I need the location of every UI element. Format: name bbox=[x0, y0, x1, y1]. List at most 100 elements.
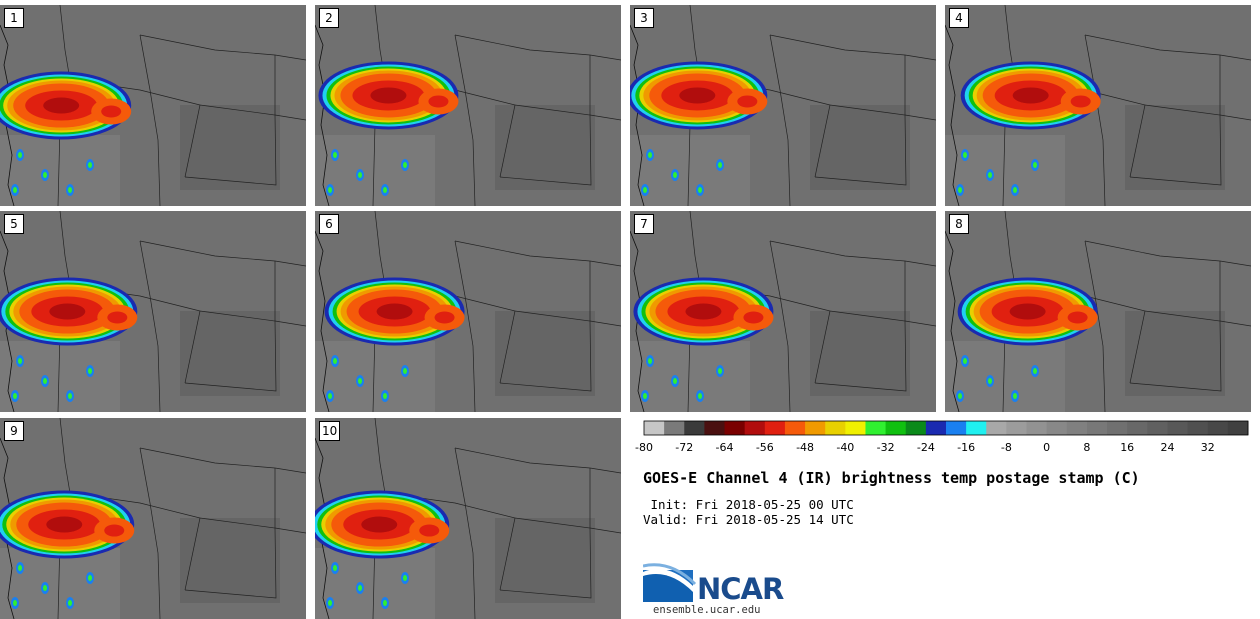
colorbar-tick-label: -56 bbox=[755, 441, 774, 454]
ir-map bbox=[945, 5, 1251, 206]
panel-number: 3 bbox=[634, 8, 654, 28]
colorbar-tick-label: 0 bbox=[1043, 441, 1051, 454]
colorbar-swatch bbox=[1147, 421, 1168, 435]
ir-map bbox=[0, 5, 306, 206]
colorbar-tick-label: -64 bbox=[715, 441, 734, 454]
storm-cloud bbox=[957, 277, 1098, 346]
colorbar-swatch bbox=[1187, 421, 1209, 435]
panel-number: 6 bbox=[319, 214, 339, 234]
colorbar-swatch bbox=[1227, 421, 1249, 435]
colorbar-tick-label: -40 bbox=[836, 441, 855, 454]
coastline bbox=[945, 24, 960, 206]
storm-cloud bbox=[960, 61, 1101, 130]
colorbar-swatch bbox=[1086, 421, 1108, 435]
convective-cells bbox=[11, 149, 94, 196]
storm-cloud bbox=[315, 490, 450, 559]
colorbar-frame bbox=[643, 420, 1249, 436]
ir-map bbox=[315, 211, 621, 412]
storm-cloud bbox=[630, 61, 768, 130]
ir-map bbox=[630, 211, 936, 412]
postage-stamp-panel: 5 bbox=[0, 211, 306, 412]
colorbar-swatch bbox=[1006, 421, 1028, 435]
convective-cells bbox=[326, 355, 409, 402]
colorbar-tick-label: 24 bbox=[1160, 441, 1175, 454]
colorbar-swatch bbox=[805, 421, 826, 435]
storm-cloud bbox=[633, 277, 774, 346]
colorbar-tick-label: -80 bbox=[635, 441, 653, 454]
valid-time: Valid: Fri 2018-05-25 14 UTC bbox=[643, 512, 854, 527]
postage-stamp-panel: 6 bbox=[315, 211, 621, 412]
colorbar-swatch bbox=[865, 421, 887, 435]
storm-cloud bbox=[0, 490, 135, 559]
coastline bbox=[315, 230, 330, 412]
colorbar-swatch bbox=[1207, 421, 1229, 435]
colorbar-tick-label: -8 bbox=[1000, 441, 1012, 454]
colorbar bbox=[643, 420, 1249, 436]
convective-cells bbox=[326, 149, 409, 196]
colorbar-tick-label: -72 bbox=[675, 441, 694, 454]
colorbar-tick-label: -24 bbox=[916, 441, 935, 454]
logo-url: ensemble.ucar.edu bbox=[653, 604, 761, 616]
colorbar-tick-label: 32 bbox=[1200, 441, 1215, 454]
colorbar-swatch bbox=[704, 421, 726, 435]
colorbar-tick-label: 16 bbox=[1120, 441, 1135, 454]
storm-cloud bbox=[0, 277, 138, 346]
colorbar-swatch bbox=[664, 421, 685, 435]
panel-number: 5 bbox=[4, 214, 24, 234]
colorbar-swatch bbox=[986, 421, 1007, 435]
storm-cloud bbox=[324, 277, 465, 346]
state-borders bbox=[1002, 211, 1251, 412]
coastline bbox=[315, 24, 330, 206]
ncar-swoosh-icon bbox=[642, 563, 697, 602]
convective-cells bbox=[11, 355, 94, 402]
panel-number: 4 bbox=[949, 8, 969, 28]
ir-map bbox=[945, 211, 1251, 412]
colorbar-swatch bbox=[684, 421, 705, 435]
coastline bbox=[945, 230, 960, 412]
colorbar-swatch bbox=[1066, 421, 1088, 435]
ir-map bbox=[315, 5, 621, 206]
colorbar-swatch bbox=[845, 421, 866, 435]
colorbar-swatch bbox=[905, 421, 927, 435]
colorbar-swatch bbox=[1046, 421, 1068, 435]
convective-cells bbox=[956, 149, 1039, 196]
ir-map bbox=[630, 5, 936, 206]
convective-cells bbox=[641, 149, 724, 196]
convective-cells bbox=[326, 562, 409, 609]
colorbar-swatch bbox=[744, 421, 766, 435]
ir-map bbox=[0, 211, 306, 412]
colorbar-swatch bbox=[1127, 421, 1148, 435]
colorbar-swatch bbox=[644, 421, 665, 435]
storm-cloud bbox=[318, 61, 459, 130]
storm-cloud bbox=[0, 71, 132, 140]
postage-stamp-panel: 2 bbox=[315, 5, 621, 206]
colorbar-tick-label: -16 bbox=[957, 441, 976, 454]
colorbar-swatch bbox=[784, 421, 806, 435]
colorbar-swatch bbox=[946, 421, 967, 435]
init-time: Init: Fri 2018-05-25 00 UTC bbox=[643, 497, 854, 512]
ir-map bbox=[315, 418, 621, 619]
panel-number: 1 bbox=[4, 8, 24, 28]
panel-number: 7 bbox=[634, 214, 654, 234]
logo-wordmark: NCAR bbox=[697, 572, 784, 606]
postage-stamp-panel: 1 bbox=[0, 5, 306, 206]
colorbar-swatch bbox=[885, 421, 907, 435]
postage-stamp-panel: 7 bbox=[630, 211, 936, 412]
colorbar-tick-label: -48 bbox=[796, 441, 815, 454]
colorbar-tick-label: 8 bbox=[1083, 441, 1091, 454]
figure-title: GOES-E Channel 4 (IR) brightness temp po… bbox=[643, 469, 1140, 487]
colorbar-swatch bbox=[764, 421, 786, 435]
colorbar-tick-label: -32 bbox=[876, 441, 895, 454]
postage-stamp-panel: 4 bbox=[945, 5, 1251, 206]
panel-number: 2 bbox=[319, 8, 339, 28]
postage-stamp-panel: 9 bbox=[0, 418, 306, 619]
panel-number: 10 bbox=[319, 421, 341, 441]
convective-cells bbox=[956, 355, 1039, 402]
colorbar-swatch bbox=[925, 421, 947, 435]
ir-map bbox=[0, 418, 306, 619]
postage-stamp-panel: 8 bbox=[945, 211, 1251, 412]
ncar-logo: NCAR bbox=[642, 562, 803, 612]
colorbar-swatch bbox=[1107, 421, 1128, 435]
panel-number: 9 bbox=[4, 421, 24, 441]
postage-stamp-panel: 3 bbox=[630, 5, 936, 206]
